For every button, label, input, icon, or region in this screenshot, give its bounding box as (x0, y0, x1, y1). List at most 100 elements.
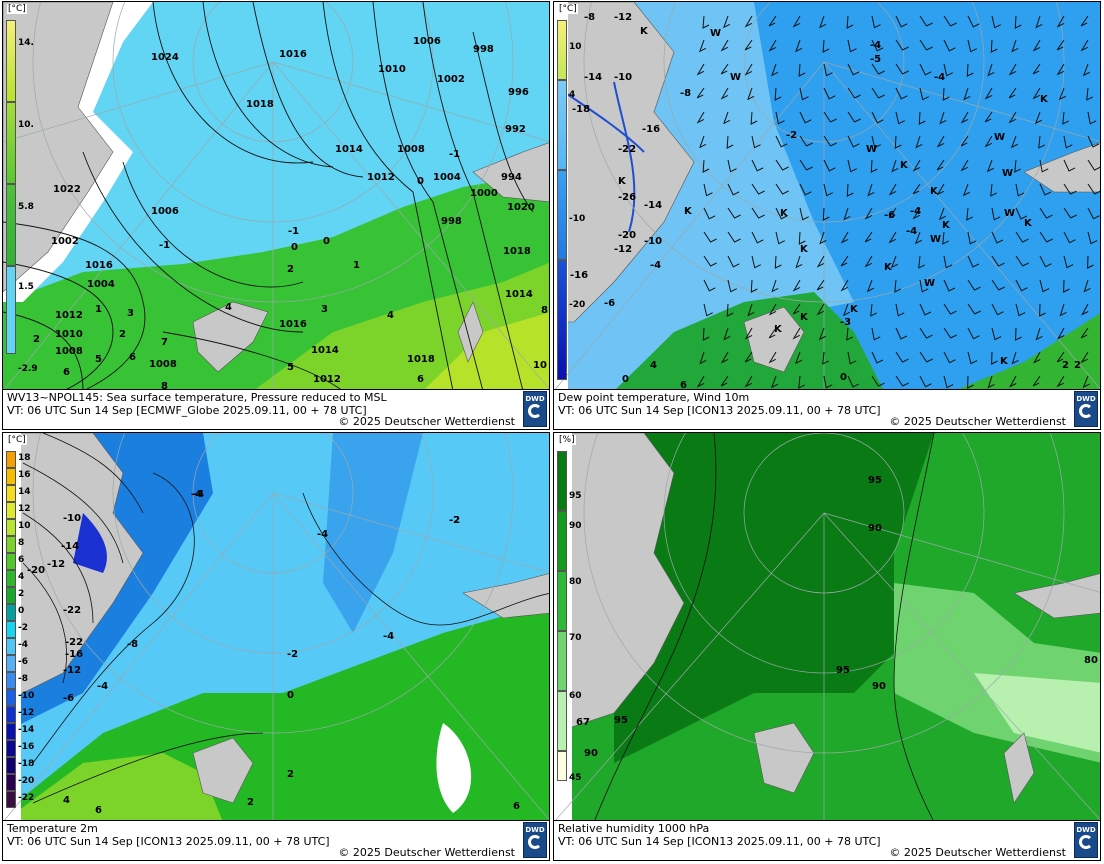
wind-barb (703, 231, 717, 243)
sst-label: 0 (291, 242, 298, 253)
wind-barb (823, 63, 833, 77)
isobar-label: 1008 (55, 346, 83, 357)
caption-valid-time: VT: 06 UTC Sun 14 Sep [ECMWF_Globe 2025.… (7, 403, 367, 417)
wind-barb (768, 303, 777, 316)
isobar-label: 1016 (279, 319, 307, 330)
wind-barb (991, 351, 998, 365)
isobar-label: 1012 (313, 374, 341, 385)
wind-barb (847, 111, 861, 123)
isobar-label: 1008 (149, 359, 177, 370)
legend-swatch (6, 587, 16, 604)
dewpoint-label: 2 (1074, 360, 1081, 371)
wind-barb (984, 135, 993, 148)
copyright: © 2025 Deutscher Wetterdienst (338, 414, 515, 428)
wind-barb (864, 207, 873, 220)
panel-caption: WV13~NPOL145: Sea surface temperature, P… (3, 389, 549, 429)
dwd-logo-icon: DWD (523, 391, 547, 427)
wind-barb (750, 111, 758, 125)
wind-barb (727, 279, 737, 293)
wind-barb (775, 207, 788, 220)
wind-barb (1008, 375, 1017, 388)
wind-barb (847, 87, 861, 99)
wind-barb (1087, 231, 1098, 245)
wind-barb (727, 183, 740, 196)
temperature-label: -4 (191, 489, 202, 500)
dewpoint-label: -14 (584, 72, 602, 83)
wind-barb (744, 327, 753, 340)
wind-barb (871, 351, 884, 364)
wind-barb (799, 111, 812, 124)
wind-barb (768, 351, 777, 364)
wind-barb (818, 327, 827, 341)
map-dewpoint-wind[interactable]: -8 -12-14 -10-18-16-22-26-14-20-12-10-16-4… (554, 2, 1101, 391)
caption-title: Relative humidity 1000 hPa (558, 822, 710, 835)
wind-barb (895, 375, 909, 387)
wind-barb (816, 303, 825, 316)
panel-caption: Temperature 2m VT: 06 UTC Sun 14 Sep [IC… (3, 820, 549, 860)
wind-barb (919, 327, 933, 339)
sst-label: -1 (449, 149, 460, 160)
temperature-label: -2 (449, 515, 460, 526)
legend-label: -14 (18, 725, 35, 735)
wind-barb (1063, 135, 1073, 149)
wind-barb (870, 303, 878, 317)
warm-w-mark: W (730, 72, 741, 83)
wind-barb (919, 303, 932, 316)
wind-barb (1011, 39, 1019, 53)
map-temperature-2m[interactable]: -4-10-14-12-20-22-4-2-4-22-16-12-8-4-6-2… (3, 433, 550, 822)
wind-barb (840, 279, 849, 292)
wind-barb (919, 63, 932, 76)
cold-k-mark: K (930, 186, 939, 197)
sst-label: 5 (287, 362, 294, 373)
warm-w-mark: W (710, 28, 721, 39)
cold-k-mark: K (800, 312, 809, 323)
isobar-label: 1008 (397, 144, 425, 155)
legend-swatch (6, 604, 16, 621)
wind-barb (1056, 327, 1065, 340)
legend-label: 1.5 (18, 282, 34, 292)
wind-barb (1014, 159, 1022, 173)
wind-barb (1080, 303, 1089, 316)
wind-barb (819, 231, 827, 245)
temperature-label: 6 (513, 801, 520, 812)
wind-barb (703, 183, 713, 197)
humidity-label: 80 (1084, 655, 1098, 666)
wind-barb (720, 87, 729, 100)
wind-barb (962, 183, 971, 197)
legend-label: 2 (18, 589, 25, 599)
isobar-label: 1004 (433, 172, 461, 183)
temperature-label: -4 (317, 529, 328, 540)
temperature-label: 0 (287, 690, 294, 701)
wind-barb (822, 39, 830, 53)
isobar-label: 1016 (85, 260, 113, 271)
legend-label: 16 (18, 470, 31, 480)
wind-barb (871, 375, 885, 387)
wind-barb (1080, 39, 1089, 52)
wind-barb (795, 255, 803, 269)
wind-barb (1008, 63, 1017, 76)
map-relative-humidity[interactable]: 95 90 95 90 95 67 90 80 (554, 433, 1101, 822)
dewpoint-label: -26 (618, 192, 636, 203)
isobar-label: 1006 (151, 206, 179, 217)
wind-barb (871, 87, 885, 99)
dewpoint-label: -8 (584, 12, 595, 23)
sst-label: 7 (161, 337, 168, 348)
wind-barb (823, 375, 833, 389)
wind-barb (1063, 183, 1077, 195)
wind-barb (895, 111, 905, 125)
cold-k-mark: K (900, 160, 909, 171)
legend-label: -10 (569, 214, 586, 224)
legend-swatch (6, 536, 16, 553)
humidity-label: 90 (872, 681, 886, 692)
legend-unit: [°C] (558, 4, 578, 14)
temperature-label: -14 (61, 541, 79, 552)
sst-label: 0 (417, 176, 424, 187)
wind-barb (943, 15, 957, 27)
wind-barb (938, 207, 947, 221)
warm-w-mark: W (866, 144, 877, 155)
wind-barb (943, 351, 956, 364)
isobar-label: 998 (441, 216, 462, 227)
isobar-label: 1022 (53, 184, 81, 195)
humidity-label: 90 (584, 748, 598, 759)
